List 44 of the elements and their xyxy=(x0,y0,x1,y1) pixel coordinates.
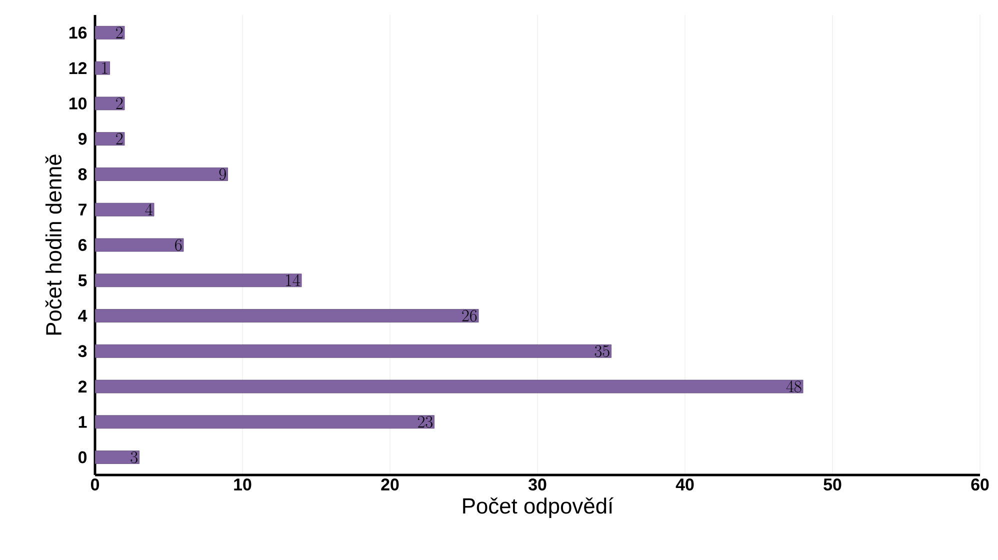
y-tick-label: 0 xyxy=(78,451,87,464)
y-tick-label: 4 xyxy=(78,310,88,322)
y-tick-label: 9 xyxy=(78,132,87,145)
data-label: 14 xyxy=(286,274,300,286)
bar xyxy=(95,450,140,464)
y-tick-label: 5 xyxy=(78,274,87,286)
y-tick-label: 10 xyxy=(69,97,87,110)
bar xyxy=(95,238,184,252)
bar xyxy=(95,380,804,394)
x-axis-title: Počet odpovědí xyxy=(463,497,614,518)
y-tick-label: 3 xyxy=(78,345,87,358)
bar xyxy=(95,274,302,288)
y-tick-label: 8 xyxy=(78,168,87,180)
data-label: 48 xyxy=(786,380,802,392)
y-tick-label: 6 xyxy=(78,238,87,251)
data-label: 4 xyxy=(145,204,152,216)
data-label: 2 xyxy=(116,98,123,109)
bar xyxy=(95,415,434,429)
data-label: 2 xyxy=(116,133,123,144)
x-tick-label: 40 xyxy=(676,478,694,491)
y-tick-label: 2 xyxy=(78,380,87,392)
data-label: 1 xyxy=(102,62,108,74)
x-tick-label: 60 xyxy=(971,478,989,491)
data-label: 26 xyxy=(462,310,477,322)
bar xyxy=(95,344,612,358)
x-tick-label: 10 xyxy=(234,478,252,491)
bar xyxy=(95,168,228,181)
data-label: 3 xyxy=(130,451,138,464)
y-tick-label: 12 xyxy=(69,62,87,74)
data-label: 2 xyxy=(116,26,123,38)
x-tick-label: 50 xyxy=(824,478,842,491)
x-tick-label: 30 xyxy=(528,478,546,491)
bar xyxy=(95,202,154,216)
data-label: 23 xyxy=(418,416,432,428)
x-tick-label: 0 xyxy=(90,478,100,491)
data-label: 6 xyxy=(175,239,182,251)
data-label: 35 xyxy=(594,345,610,357)
bar xyxy=(95,309,479,322)
data-label: 9 xyxy=(219,168,226,180)
x-tick-label: 20 xyxy=(381,478,399,491)
y-tick-label: 16 xyxy=(69,26,87,39)
y-axis-title: Počet hodin denně xyxy=(45,154,62,335)
y-tick-label: 7 xyxy=(78,204,86,216)
y-tick-label: 1 xyxy=(78,416,87,428)
